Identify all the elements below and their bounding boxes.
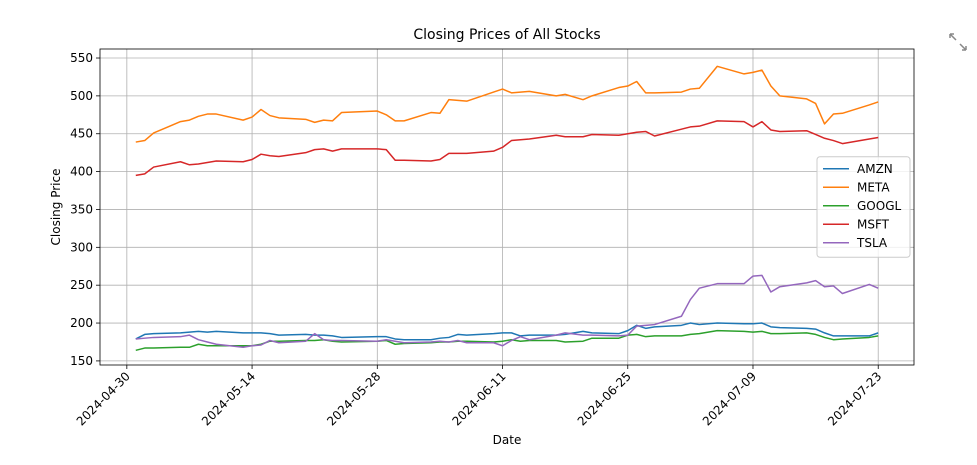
y-tick-label: 200 [70, 316, 93, 330]
series-line [135, 274, 879, 349]
series-line [135, 322, 879, 341]
y-tick-label: 300 [70, 240, 93, 254]
expand-icon[interactable] [949, 33, 967, 51]
legend-label: MSFT [857, 217, 890, 231]
legend-box [816, 156, 911, 258]
legend-label: GOOGL [857, 199, 901, 213]
y-tick-label: 450 [70, 127, 93, 141]
x-axis-label: Date [493, 433, 522, 447]
legend-label: TSLA [856, 236, 888, 250]
y-axis-label: Closing Price [49, 169, 63, 246]
legend-label: AMZN [857, 162, 893, 176]
y-tick-label: 250 [70, 278, 93, 292]
series-line [135, 65, 879, 143]
legend-label: META [857, 180, 890, 194]
series-line [135, 120, 879, 177]
y-tick-label: 350 [70, 202, 93, 216]
legend: AMZN META GOOGL MSFT TSLA [816, 156, 911, 258]
expand-arrows [949, 33, 967, 51]
chart-title: Closing Prices of All Stocks [413, 27, 600, 43]
plot-frame [99, 48, 915, 366]
y-tick-label: 150 [70, 354, 93, 368]
y-tick-label: 400 [70, 165, 93, 179]
y-tick-label: 550 [70, 51, 93, 65]
y-tick-label: 500 [70, 89, 93, 103]
